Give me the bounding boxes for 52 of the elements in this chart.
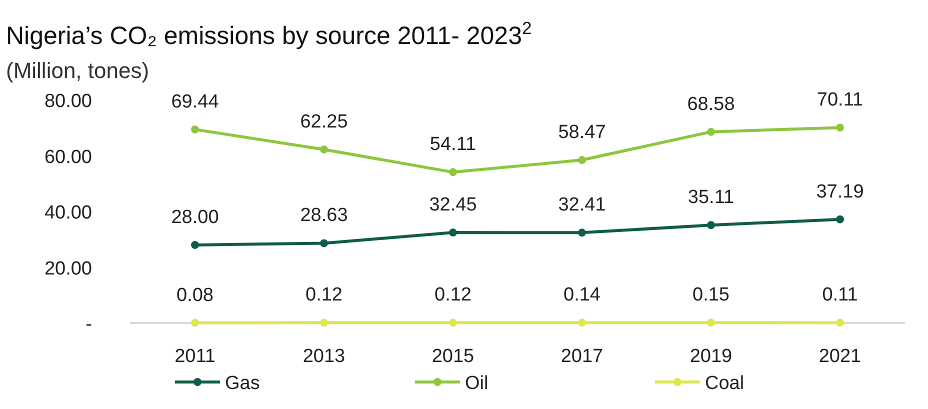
data-label: 32.45 — [429, 194, 477, 216]
point — [707, 128, 715, 136]
x-tick-label: 2019 — [690, 346, 732, 367]
data-label: 0.15 — [692, 284, 730, 306]
x-tick-label: 2021 — [818, 346, 862, 367]
data-label: 62.25 — [300, 111, 348, 132]
data-label: 68.58 — [687, 94, 735, 115]
point — [191, 125, 199, 134]
data-label: 70.11 — [816, 90, 864, 111]
point — [449, 168, 457, 176]
point — [449, 318, 457, 327]
data-label: 0.12 — [434, 284, 472, 306]
point — [707, 221, 715, 230]
chart-title: Nigeria’s CO₂ emissions by source 2011- 2023$^{2}$ — [6, 18, 532, 50]
point — [449, 228, 457, 237]
legend-label: Gas — [225, 373, 260, 394]
point — [836, 215, 844, 224]
point — [578, 228, 586, 237]
data-label: 69.44 — [171, 91, 220, 112]
y-tick-label: 60.00 — [44, 146, 92, 168]
data-label: 0.08 — [176, 284, 214, 306]
point — [191, 318, 199, 327]
data-label: 0.14 — [564, 284, 601, 306]
data-label: 0.11 — [822, 284, 858, 306]
point — [191, 240, 199, 249]
data-label: 28.63 — [300, 205, 348, 226]
point — [320, 145, 328, 154]
data-label: 58.47 — [558, 122, 606, 144]
legend-label: Coal — [705, 373, 744, 394]
data-label: 35.11 — [688, 187, 734, 208]
point — [320, 318, 328, 327]
point — [707, 318, 715, 327]
y-tick-label: 80.00 — [44, 91, 92, 112]
data-label: 54.11 — [430, 134, 476, 156]
point — [320, 239, 328, 248]
data-label: 0.12 — [306, 284, 342, 306]
point — [578, 318, 586, 327]
y-tick-label: - — [86, 314, 92, 335]
point — [836, 318, 844, 327]
point — [836, 124, 844, 132]
legend-label: Oil — [465, 373, 488, 394]
x-tick-label: 2017 — [560, 346, 604, 367]
data-label: 37.19 — [816, 181, 864, 202]
x-tick-label: 2011 — [174, 346, 216, 367]
y-tick-label: 40.00 — [44, 202, 92, 224]
point — [578, 156, 586, 164]
chart-subtitle: (Million, tones) — [6, 58, 150, 83]
y-tick-label: 20.00 — [44, 258, 92, 280]
data-label: 32.41 — [558, 194, 606, 216]
x-tick-label: 2013 — [302, 346, 346, 367]
data-label: 28.00 — [171, 206, 219, 228]
x-tick-label: 2015 — [432, 346, 474, 367]
